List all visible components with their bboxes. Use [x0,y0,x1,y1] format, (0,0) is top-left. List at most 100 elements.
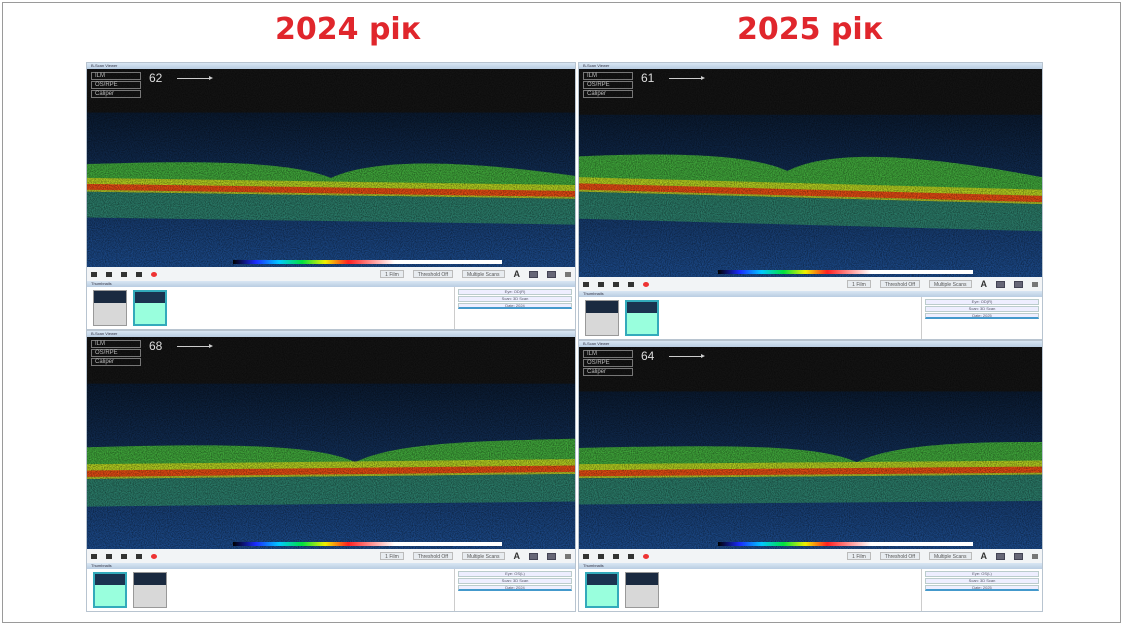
oct-bscan-image: ILM OS/RPE Caliper 68 [87,337,575,549]
menu-icon[interactable] [1032,553,1038,559]
scan-info-item[interactable]: Eye: OD(R) [925,299,1039,305]
scan-info-item[interactable]: Date: 2024 [458,585,572,591]
film-button[interactable]: 1 Film [847,280,871,288]
stop-icon[interactable] [628,281,634,287]
scan-thumbnail[interactable] [625,572,659,608]
record-icon[interactable] [151,553,157,559]
heading-2024: 2024 рік [275,12,422,47]
first-frame-icon[interactable] [91,271,97,277]
scan-mode-select[interactable]: Multiple Scans [461,270,505,278]
layer-toggle-osrpe[interactable]: OS/RPE [91,81,141,89]
layer-toggle-ilm[interactable]: ILM [91,72,141,80]
scan-mode-select[interactable]: Multiple Scans [928,552,972,560]
layer-toggle-caliper[interactable]: Caliper [91,90,141,98]
play-icon[interactable] [613,553,619,559]
viewer-title-bar: B-Scan Viewer [579,63,1042,69]
first-frame-icon[interactable] [583,281,589,287]
oct-viewer-panel: B-Scan Viewer ILM OS/RPE Caliper 68 1 Film… [86,330,576,612]
record-icon[interactable] [643,553,649,559]
thumbnail-strip [579,297,922,339]
view-icon[interactable] [996,552,1005,560]
playback-toolbar: 1 Film Threshold Off Multiple Scans A [579,277,1042,291]
view-icon[interactable] [529,552,538,560]
film-button[interactable]: 1 Film [380,270,404,278]
color-scale-bar [717,542,973,546]
compare-icon[interactable] [547,270,556,278]
text-annotation-icon[interactable]: A [980,551,988,561]
layer-toggle-osrpe[interactable]: OS/RPE [583,81,633,89]
scan-mode-select[interactable]: Multiple Scans [928,280,972,288]
scan-info-item[interactable]: Scan: 3D Scan [458,296,572,302]
scan-direction-arrow-icon [177,76,213,80]
layer-toggle-caliper[interactable]: Caliper [583,90,633,98]
play-icon[interactable] [121,553,127,559]
record-icon[interactable] [151,271,157,277]
text-annotation-icon[interactable]: A [513,551,521,561]
first-frame-icon[interactable] [583,553,589,559]
menu-icon[interactable] [565,553,571,559]
scan-thumbnail[interactable] [585,300,619,336]
scan-mode-select[interactable]: Multiple Scans [461,552,505,560]
film-button[interactable]: 1 Film [847,552,871,560]
text-annotation-icon[interactable]: A [513,269,521,279]
play-icon[interactable] [121,271,127,277]
compare-icon[interactable] [1014,552,1023,560]
threshold-button[interactable]: Threshold Off [412,270,453,278]
oct-bscan-image: ILM OS/RPE Caliper 62 [87,69,575,267]
menu-icon[interactable] [1032,281,1038,287]
scan-info-item[interactable]: Scan: 3D Scan [925,578,1039,584]
view-icon[interactable] [996,280,1005,288]
layer-toggle-ilm[interactable]: ILM [91,340,141,348]
layer-toggle-osrpe[interactable]: OS/RPE [91,349,141,357]
previous-frame-icon[interactable] [106,271,112,277]
scan-thumbnail[interactable] [93,572,127,608]
scan-info-item[interactable]: Date: 2025 [925,585,1039,591]
scan-thumbnail[interactable] [133,290,167,326]
play-icon[interactable] [613,281,619,287]
scan-info-item[interactable]: Eye: OS(L) [458,571,572,577]
threshold-button[interactable]: Threshold Off [879,552,920,560]
layer-toggle-caliper[interactable]: Caliper [583,368,633,376]
thumbnails-header: Thumbnails [579,291,1042,297]
view-icon[interactable] [529,270,538,278]
scan-thumbnail[interactable] [93,290,127,326]
layer-list: ILM OS/RPE Caliper [91,340,141,366]
scan-info-item[interactable]: Eye: OD(R) [458,289,572,295]
scan-info-item[interactable]: Date: 2025 [925,313,1039,319]
threshold-button[interactable]: Threshold Off [879,280,920,288]
layer-toggle-osrpe[interactable]: OS/RPE [583,359,633,367]
scan-number: 64 [641,349,655,363]
scan-info-item[interactable]: Eye: OS(L) [925,571,1039,577]
menu-icon[interactable] [565,271,571,277]
text-annotation-icon[interactable]: A [980,279,988,289]
color-scale-bar [233,260,502,264]
scan-info-item[interactable]: Scan: 3D Scan [925,306,1039,312]
compare-icon[interactable] [1014,280,1023,288]
previous-frame-icon[interactable] [598,281,604,287]
layer-toggle-caliper[interactable]: Caliper [91,358,141,366]
film-button[interactable]: 1 Film [380,552,404,560]
viewer-title-bar: B-Scan Viewer [87,63,575,69]
scan-info-item[interactable]: Date: 2024 [458,303,572,309]
stop-icon[interactable] [136,271,142,277]
threshold-button[interactable]: Threshold Off [412,552,453,560]
scan-direction-arrow-icon [669,76,705,80]
scan-thumbnail[interactable] [625,300,659,336]
layer-toggle-ilm[interactable]: ILM [583,350,633,358]
playback-toolbar: 1 Film Threshold Off Multiple Scans A [87,267,575,281]
compare-icon[interactable] [547,552,556,560]
scan-info-list: Eye: OD(R) Scan: 3D Scan Date: 2024 [455,287,575,329]
first-frame-icon[interactable] [91,553,97,559]
scan-direction-arrow-icon [177,344,213,348]
layer-toggle-ilm[interactable]: ILM [583,72,633,80]
layer-list: ILM OS/RPE Caliper [583,72,633,98]
scan-info-list: Eye: OS(L) Scan: 3D Scan Date: 2024 [455,569,575,611]
stop-icon[interactable] [136,553,142,559]
scan-thumbnail[interactable] [133,572,167,608]
previous-frame-icon[interactable] [598,553,604,559]
previous-frame-icon[interactable] [106,553,112,559]
record-icon[interactable] [643,281,649,287]
stop-icon[interactable] [628,553,634,559]
scan-thumbnail[interactable] [585,572,619,608]
scan-info-item[interactable]: Scan: 3D Scan [458,578,572,584]
